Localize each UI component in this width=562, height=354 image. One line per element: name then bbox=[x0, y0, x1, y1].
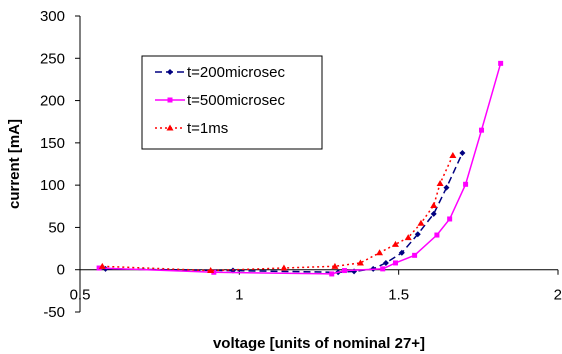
data-point bbox=[211, 269, 217, 275]
data-point bbox=[376, 249, 384, 256]
legend: t=200microsec t=500microsec t=1ms bbox=[141, 55, 323, 150]
data-point bbox=[430, 210, 437, 217]
y-tick-label: 0 bbox=[57, 262, 65, 279]
series-2 bbox=[96, 60, 504, 277]
data-point bbox=[341, 268, 347, 274]
y-tick-label: 250 bbox=[40, 50, 65, 67]
data-point bbox=[430, 201, 438, 208]
y-tick-label: -50 bbox=[43, 304, 65, 321]
data-point bbox=[417, 219, 425, 226]
data-point bbox=[498, 60, 504, 66]
data-point bbox=[443, 184, 450, 191]
data-point bbox=[463, 181, 469, 187]
data-point bbox=[391, 240, 399, 247]
series-3 bbox=[98, 152, 457, 274]
legend-label: t=200microsec bbox=[187, 64, 285, 81]
data-point bbox=[96, 265, 102, 271]
data-point bbox=[329, 271, 335, 277]
y-tick-label: 150 bbox=[40, 135, 65, 152]
y-tick-label: 200 bbox=[40, 93, 65, 110]
data-point bbox=[398, 249, 405, 256]
data-point bbox=[331, 262, 339, 269]
data-point bbox=[380, 266, 386, 272]
x-axis-title: voltage [units of nominal 27+] bbox=[213, 335, 425, 352]
legend-label: t=500microsec bbox=[187, 92, 285, 109]
y-tick-label: 100 bbox=[40, 177, 65, 194]
y-axis: -50 0 50 100 150 200 250 300 bbox=[40, 8, 81, 321]
legend-marker bbox=[166, 124, 174, 131]
data-point bbox=[449, 152, 457, 159]
legend-label: t=1ms bbox=[187, 120, 228, 137]
data-point bbox=[459, 150, 466, 157]
data-point bbox=[392, 260, 398, 266]
data-point bbox=[280, 264, 288, 271]
series-layer bbox=[96, 60, 504, 277]
x-tick-label: 1 bbox=[235, 287, 243, 304]
data-point bbox=[207, 267, 215, 274]
data-point bbox=[414, 231, 421, 238]
data-point bbox=[412, 252, 418, 258]
y-axis-title: current [mA] bbox=[6, 119, 23, 209]
data-point bbox=[404, 234, 412, 241]
x-tick-label: 1.5 bbox=[388, 287, 409, 304]
data-point bbox=[98, 262, 106, 269]
y-tick-label: 300 bbox=[40, 8, 65, 25]
data-point bbox=[436, 179, 444, 186]
x-tick-label: 0.5 bbox=[70, 287, 91, 304]
x-tick-label: 2 bbox=[554, 287, 562, 304]
series-line bbox=[99, 63, 502, 275]
data-point bbox=[434, 232, 440, 238]
data-point bbox=[479, 127, 485, 133]
y-tick-label: 50 bbox=[48, 219, 65, 236]
legend-marker bbox=[167, 97, 173, 103]
data-point bbox=[447, 216, 453, 222]
data-point bbox=[382, 259, 389, 266]
data-point bbox=[356, 259, 364, 266]
legend-marker bbox=[167, 69, 173, 75]
